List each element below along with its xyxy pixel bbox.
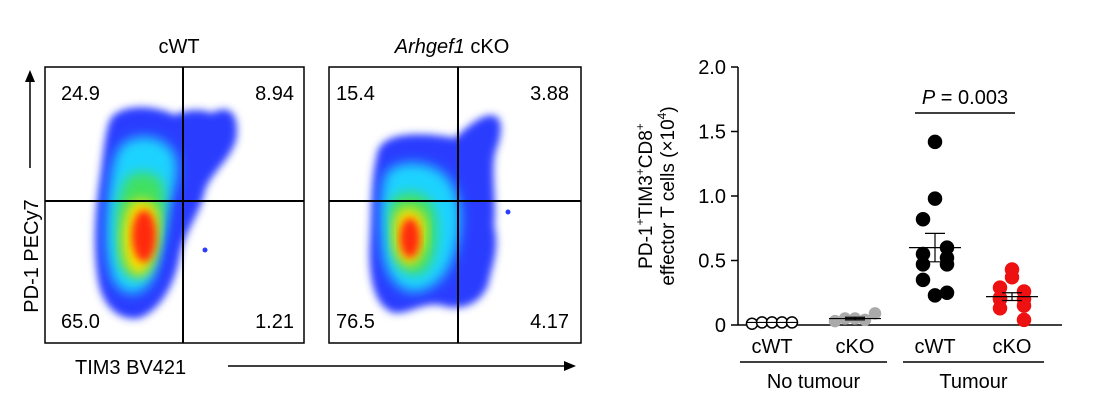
panel-title-cko: Arhgef1 cKO bbox=[394, 36, 510, 58]
flow-x-axis: TIM3 BV421 bbox=[75, 357, 576, 379]
data-point bbox=[1016, 312, 1032, 328]
data-point bbox=[939, 257, 955, 272]
scatter-chart: PD-1+TIM3+CD8+ effector T cells (×104) 0… bbox=[633, 57, 1062, 393]
panel-title-gene: Arhgef1 bbox=[394, 36, 465, 58]
quadrant-top-right: 8.94 bbox=[255, 83, 294, 105]
flow-y-axis: PD-1 PECy7 bbox=[21, 70, 43, 313]
y-axis-label: PD-1 PECy7 bbox=[21, 199, 43, 312]
density-blob bbox=[369, 115, 511, 314]
y-tick-label: 0 bbox=[715, 315, 726, 337]
quadrant-bottom-right: 4.17 bbox=[530, 311, 569, 333]
condition-label: No tumour bbox=[767, 371, 861, 393]
quadrant-bottom-left: 76.5 bbox=[336, 311, 375, 333]
y-axis-title-line2: effector T cells (×104) bbox=[655, 106, 679, 285]
y-tick-label: 2.0 bbox=[698, 57, 726, 79]
x-axis-label: TIM3 BV421 bbox=[75, 357, 186, 379]
data-point bbox=[868, 307, 882, 320]
y-tick-label: 1.0 bbox=[698, 186, 726, 208]
group-label: cWT bbox=[751, 336, 792, 358]
density-blob bbox=[95, 107, 237, 319]
condition-label: Tumour bbox=[939, 371, 1008, 393]
data-point bbox=[828, 314, 842, 328]
y-axis-title: PD-1+TIM3+CD8+ effector T cells (×104) bbox=[633, 106, 679, 285]
data-point bbox=[915, 272, 931, 288]
y-axis-title-line1: PD-1+TIM3+CD8+ bbox=[633, 123, 657, 269]
data-point bbox=[939, 285, 955, 300]
y-axis-arrowhead bbox=[25, 70, 35, 82]
quadrant-bottom-right: 1.21 bbox=[255, 311, 294, 333]
y-tick-label: 1.5 bbox=[698, 122, 726, 144]
quadrant-top-right: 3.88 bbox=[530, 83, 569, 105]
quadrant-top-left: 15.4 bbox=[336, 83, 375, 105]
group-label: cKO bbox=[836, 336, 875, 358]
panel-title-genotype: cKO bbox=[465, 36, 509, 58]
group-label: cWT bbox=[914, 336, 955, 358]
group-label: cKO bbox=[993, 336, 1032, 358]
data-point bbox=[927, 191, 943, 206]
data-point bbox=[1016, 298, 1032, 313]
quadrant-bottom-left: 65.0 bbox=[61, 311, 100, 333]
data-point bbox=[927, 134, 943, 150]
data-point bbox=[1004, 270, 1020, 285]
data-point bbox=[992, 300, 1008, 316]
quadrant-top-left: 24.9 bbox=[61, 83, 100, 105]
x-axis-arrowhead bbox=[564, 361, 576, 371]
data-point bbox=[915, 257, 931, 272]
panel-title-cwt: cWT bbox=[158, 36, 199, 58]
y-tick-label: 0.5 bbox=[698, 251, 726, 273]
flow-panel-cko: Arhgef1 cKO 15.4 3.88 76.5 4.17 bbox=[328, 36, 582, 344]
data-point bbox=[927, 288, 943, 303]
flow-panel-cwt: cWT 24.9 8.94 65.0 1.21 bbox=[44, 36, 305, 344]
data-point bbox=[915, 211, 931, 227]
data-point bbox=[745, 317, 759, 330]
p-value-label: P = 0.003 bbox=[922, 87, 1008, 109]
